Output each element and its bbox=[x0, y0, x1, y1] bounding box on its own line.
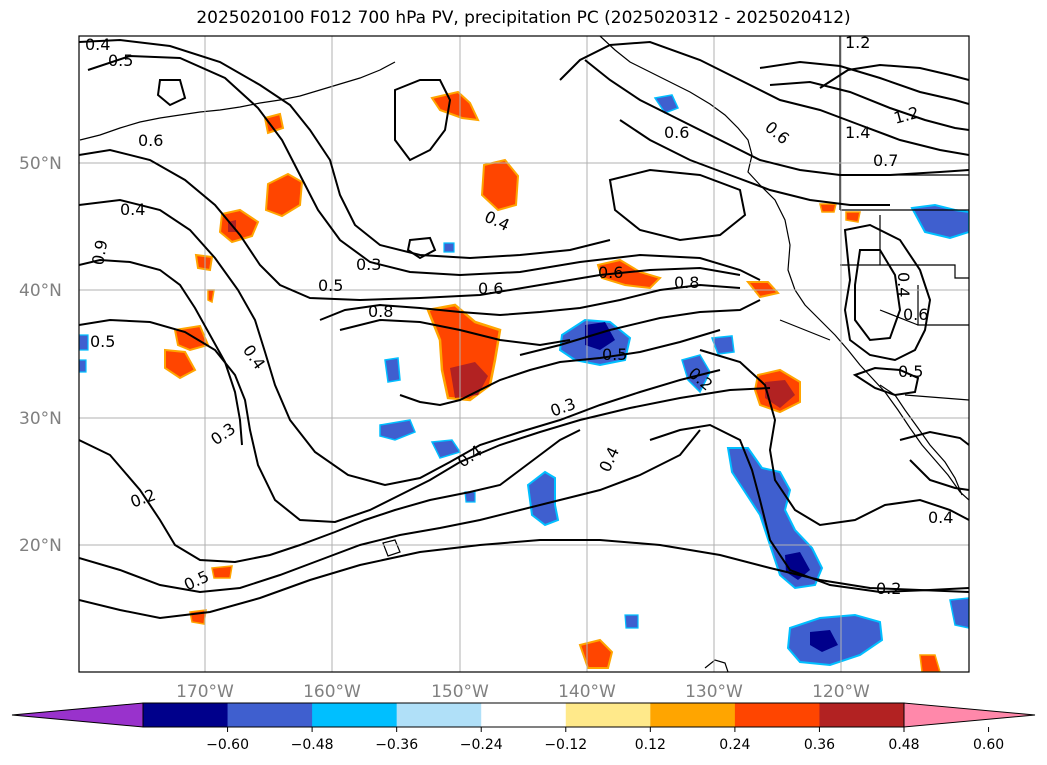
lat-label: 40°N bbox=[19, 281, 62, 301]
colorbar-tick-label: 0.24 bbox=[719, 737, 750, 753]
lon-label: 130°W bbox=[685, 682, 743, 702]
colorbar-tick-label: −0.24 bbox=[460, 737, 503, 753]
lon-label: 150°W bbox=[431, 682, 489, 702]
colorbar-tick-label: 0.12 bbox=[635, 737, 666, 753]
contour-label: 0.6 bbox=[598, 263, 623, 282]
contour-label: 0.9 bbox=[88, 238, 111, 266]
colorbar-box bbox=[565, 703, 651, 727]
contour-label: 1.2 bbox=[845, 33, 870, 52]
lon-label: 140°W bbox=[558, 682, 616, 702]
gridlines bbox=[79, 36, 969, 672]
colorbar-tick-label: −0.36 bbox=[375, 737, 418, 753]
contour-label: 0.4 bbox=[894, 272, 913, 297]
colorbar-box bbox=[481, 703, 567, 727]
contour-label: 0.5 bbox=[108, 51, 133, 70]
contour-label: 0.5 bbox=[318, 276, 343, 295]
lon-label: 160°W bbox=[303, 682, 361, 702]
contour-label: 0.6 bbox=[138, 131, 163, 150]
colorbar-tick-label: −0.48 bbox=[291, 737, 334, 753]
colorbar-box bbox=[227, 703, 313, 727]
lat-label: 20°N bbox=[19, 536, 62, 556]
contour-label: 0.6 bbox=[903, 305, 928, 324]
contour-label: 0.4 bbox=[85, 35, 110, 54]
contour-label: 0.5 bbox=[898, 362, 923, 381]
map-panel: 0.4 0.5 0.6 0.4 0.9 0.5 0.4 0.3 0.2 0.5 … bbox=[79, 33, 969, 672]
colorbar-tick-label: 0.60 bbox=[973, 737, 1004, 753]
contour-label: 0.8 bbox=[674, 273, 699, 292]
colorbar: −0.60 −0.48 −0.36 −0.24 −0.12 0.12 0.24 0.36 0.4… bbox=[11, 702, 1036, 753]
colorbar-outline bbox=[142, 702, 905, 728]
latitude-labels: 50°N 40°N 30°N 20°N bbox=[19, 154, 62, 556]
lat-label: 30°N bbox=[19, 409, 62, 429]
lat-label: 50°N bbox=[19, 154, 62, 174]
precip-positive-patches bbox=[164, 90, 941, 672]
colorbar-extend-max bbox=[903, 702, 1036, 728]
colorbar-box bbox=[819, 703, 905, 727]
colorbar-box bbox=[734, 703, 820, 727]
contour-label: 0.6 bbox=[478, 279, 503, 298]
map-title: 2025020100 F012 700 hPa PV, precipitatio… bbox=[196, 8, 851, 28]
colorbar-box bbox=[396, 703, 482, 727]
contour-label: 0.8 bbox=[368, 302, 393, 321]
precip-negative-patches bbox=[79, 94, 969, 667]
contour-label: 0.3 bbox=[356, 255, 381, 274]
colorbar-box bbox=[143, 703, 229, 727]
colorbar-box bbox=[650, 703, 736, 727]
colorbar-tick-label: −0.12 bbox=[544, 737, 587, 753]
contour-label: 0.5 bbox=[602, 345, 627, 364]
map-frame bbox=[78, 35, 970, 673]
colorbar-tick-label: −0.60 bbox=[206, 737, 249, 753]
colorbar-extend-min bbox=[11, 702, 144, 728]
pv-contours bbox=[79, 38, 969, 620]
contour-label: 0.4 bbox=[928, 508, 953, 527]
contour-label: 0.4 bbox=[120, 200, 145, 219]
contour-label: 0.2 bbox=[876, 579, 901, 598]
contour-label: 0.6 bbox=[664, 123, 689, 142]
contour-label: 1.4 bbox=[845, 123, 870, 142]
contour-label: 0.7 bbox=[873, 151, 898, 170]
colorbar-tick-label: 0.48 bbox=[888, 737, 919, 753]
contour-label: 0.5 bbox=[90, 332, 115, 351]
lon-label: 170°W bbox=[176, 682, 234, 702]
lon-label: 120°W bbox=[812, 682, 870, 702]
longitude-labels: 170°W 160°W 150°W 140°W 130°W 120°W bbox=[176, 682, 870, 702]
colorbar-tick-label: 0.36 bbox=[804, 737, 835, 753]
colorbar-box bbox=[312, 703, 398, 727]
contour-labels: 0.4 0.5 0.6 0.4 0.9 0.5 0.4 0.3 0.2 0.5 … bbox=[85, 33, 953, 598]
